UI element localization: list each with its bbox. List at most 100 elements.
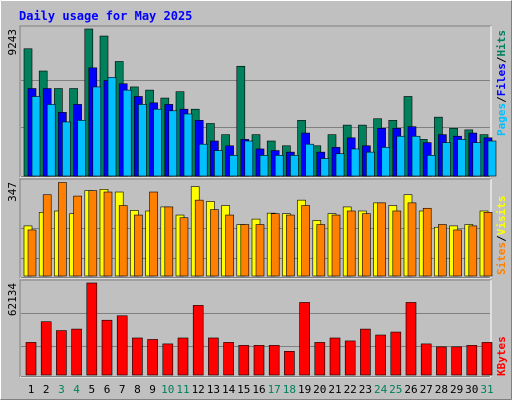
x-tick-label: 9 [149,383,156,396]
kbytes-bar [208,337,219,376]
kbytes-bar [436,346,447,376]
sites-bar [164,206,174,277]
hits-files-pages-bars [23,28,497,177]
sites-bar [240,224,250,277]
legend-sites: Sites [495,242,508,275]
pages-bar [107,77,117,177]
x-tick-label: 7 [119,383,126,396]
sites-bar [301,205,310,277]
x-tick-label: 30 [465,383,478,396]
x-tick-label: 5 [88,383,95,396]
legend-sep-1: / [495,96,508,103]
kbytes-bar [329,337,341,376]
x-tick-label: 2 [43,383,50,396]
pages-bar [138,104,147,177]
sites-bar [149,191,158,277]
pages-bar [290,155,299,177]
pages-bar [183,113,193,177]
pages-bar [335,153,345,177]
kbytes-bar [238,345,250,376]
pages-bar [92,86,102,177]
legend-sep-3: / [495,235,508,242]
x-tick-label: 22 [344,383,357,396]
kbytes-bar [420,343,432,376]
pages-bar [198,143,208,177]
legend-kbytes: KBytes [495,336,508,376]
sites-bar [286,214,295,277]
x-tick-label: 17 [268,383,281,396]
x-tick-label: 25 [389,383,402,396]
x-tick-label: 16 [252,383,265,396]
kbytes-bar [132,337,143,376]
sites-bar [42,194,52,277]
x-tick-label: 19 [298,383,311,396]
pages-bar [122,89,132,177]
pages-bar [259,155,269,177]
kbytes-bar [101,319,113,376]
x-tick-label: 14 [222,383,236,396]
pages-bar [350,148,360,177]
x-tick-label: 11 [176,383,189,396]
visits-max-label: 347 [6,182,19,202]
kbytes-max-label: 62134 [6,283,19,316]
pages-bar [214,150,223,177]
kbytes-bar [223,342,234,376]
x-axis-labels: 1 2 3 4 5 6 7 8 9 10 11 12 13 14 15 16 17 18 19 20 21 22 23 24 2… [28,383,494,396]
sites-bar [179,217,189,277]
kbytes-bar [268,345,280,376]
sites-bar [453,229,462,277]
pages-bar [411,135,421,177]
sites-bar [483,212,493,277]
kbytes-bar [86,282,98,376]
x-tick-label: 29 [450,383,463,396]
legend-hits-files-pages: Pages/Files/Hits [495,30,508,136]
sites-bar [27,229,37,277]
x-tick-label: 28 [435,383,448,396]
visits-sites-bars [23,182,493,277]
legend-visits-sites: Sites/Visits [495,196,508,276]
pages-bar [274,155,284,177]
sites-bar [73,195,82,277]
sites-bar [346,210,356,277]
pages-bar [168,110,178,177]
pages-bar [396,135,406,177]
sites-bar [58,182,67,277]
sites-bar [118,205,128,277]
sites-bar [362,213,371,277]
kbytes-bar [284,351,295,376]
sites-bar [255,224,265,277]
pages-bar [457,139,466,177]
x-tick-label: 27 [420,383,433,396]
kbytes-bar [466,345,478,376]
hits-max-label: 9243 [6,29,19,56]
pages-bar [442,142,451,177]
pages-bar [244,140,254,177]
pages-bar [31,96,41,177]
chart-title: Daily usage for May 2025 [19,9,192,23]
sites-bar [225,214,234,277]
legend-files: Files [495,63,508,96]
sites-bar [103,191,113,277]
kbytes-bar [56,330,67,376]
kbytes-bar [71,328,82,376]
x-tick-label: 26 [404,383,417,396]
kbytes-bar [344,340,356,376]
x-tick-label: 4 [73,383,80,396]
pages-bar [46,104,56,177]
kbytes-bar [314,342,326,376]
pages-bar [381,147,390,177]
kbytes-bar [192,305,204,376]
sites-bar [270,213,280,277]
x-tick-label: 6 [104,383,111,396]
kbytes-bar [162,343,174,376]
x-tick-label: 10 [161,383,174,396]
kbytes-bar [147,339,158,376]
kbytes-bar [405,302,417,376]
x-tick-label: 18 [283,383,296,396]
pages-bar [472,142,482,177]
x-tick-label: 15 [237,383,250,396]
sites-bar [210,209,219,277]
sites-bar [438,224,447,277]
kbytes-bar [116,315,128,376]
kbytes-bar [481,342,493,376]
